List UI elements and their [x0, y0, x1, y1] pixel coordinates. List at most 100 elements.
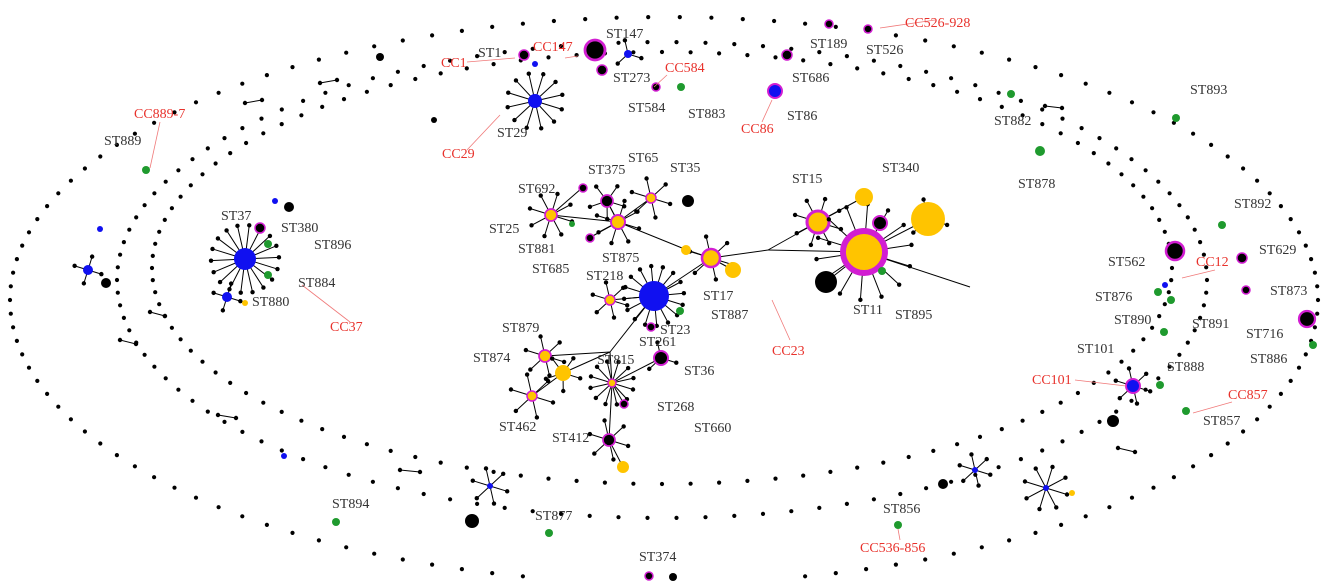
singleton-node — [1151, 110, 1155, 114]
st878-label: ST878 — [1018, 177, 1055, 192]
st1-node — [519, 50, 529, 60]
st685-node — [586, 234, 594, 242]
leaf-node — [886, 208, 890, 212]
leaf-node — [211, 291, 215, 295]
singleton-node — [1313, 271, 1317, 275]
leaf-node — [596, 230, 600, 234]
singleton-node — [45, 392, 49, 396]
singleton-node — [460, 29, 464, 33]
singleton-node — [1169, 278, 1173, 282]
singleton-node — [1059, 523, 1063, 527]
singleton-node — [907, 455, 911, 459]
leaf-node — [647, 367, 651, 371]
st273-label: ST273 — [613, 71, 650, 86]
singleton-node — [952, 44, 956, 48]
singleton-node — [35, 217, 39, 221]
leaf-node — [594, 396, 598, 400]
leaf-node — [634, 209, 638, 213]
st462-label: ST462 — [499, 420, 536, 435]
leaf-node — [588, 205, 592, 209]
leaf-node — [616, 61, 620, 65]
singleton-node — [1097, 136, 1101, 140]
singleton-node — [164, 376, 168, 380]
singleton-node — [1309, 257, 1313, 261]
leaf-node — [630, 190, 634, 194]
leaf-node — [72, 264, 76, 268]
leaf-node — [275, 267, 279, 271]
singleton-node — [1033, 531, 1037, 535]
st375-label: ST375 — [588, 163, 625, 178]
leader-line — [762, 100, 772, 122]
st877-node — [545, 529, 553, 537]
singleton-node — [228, 381, 232, 385]
leaf-node — [680, 303, 684, 307]
black-node — [465, 514, 479, 528]
st37-node — [234, 248, 256, 270]
st412-label: ST412 — [552, 431, 589, 446]
st874-node — [539, 350, 551, 362]
singleton-node — [803, 22, 807, 26]
singleton-node — [342, 97, 346, 101]
st896-node — [264, 240, 272, 248]
singleton-node — [546, 477, 550, 481]
leaf-node — [1065, 492, 1069, 496]
singleton-node — [1315, 284, 1319, 288]
leaf-node — [221, 308, 225, 312]
leaf-node — [239, 291, 243, 295]
singleton-node — [689, 482, 693, 486]
singleton-node — [1119, 172, 1123, 176]
pair-node — [118, 338, 122, 342]
singleton-node — [834, 571, 838, 575]
st1-label: ST1 — [478, 46, 501, 61]
blue-hub-node — [83, 265, 93, 275]
singleton-node — [98, 441, 102, 445]
singleton-node — [717, 481, 721, 485]
singleton-node — [240, 126, 244, 130]
singleton-node — [898, 492, 902, 496]
leaf-node — [277, 255, 281, 259]
singleton-node — [347, 83, 351, 87]
leader-line — [654, 75, 667, 87]
st856-label: ST856 — [883, 502, 920, 517]
yellow-node — [617, 461, 629, 473]
leaf-node — [509, 387, 513, 391]
singleton-node — [490, 25, 494, 29]
singleton-node — [1209, 453, 1213, 457]
st876-label: ST876 — [1095, 290, 1132, 305]
leaf-node — [578, 376, 582, 380]
singleton-node — [301, 99, 305, 103]
singleton-node — [320, 427, 324, 431]
singleton-node — [732, 514, 736, 518]
singleton-node — [772, 19, 776, 23]
leaf-node — [235, 224, 239, 228]
leaf-node — [805, 199, 809, 203]
leaf-node — [625, 308, 629, 312]
singleton-node — [1163, 302, 1167, 306]
leaf-node — [837, 209, 841, 213]
leaf-node — [1144, 372, 1148, 376]
st882-label: ST882 — [994, 114, 1031, 129]
singleton-node — [115, 453, 119, 457]
singleton-node — [365, 90, 369, 94]
singleton-node — [344, 545, 348, 549]
leaf-node — [561, 389, 565, 393]
leaf-node — [725, 241, 729, 245]
pair-node — [418, 470, 422, 474]
singleton-node — [222, 136, 226, 140]
st875-label: ST875 — [602, 251, 639, 266]
blue-hub-node — [972, 467, 978, 473]
black-node — [669, 573, 677, 581]
leaf-node — [274, 244, 278, 248]
singleton-node — [170, 326, 174, 330]
singleton-node — [265, 523, 269, 527]
leaf-node — [90, 254, 94, 258]
singleton-node — [240, 514, 244, 518]
singleton-node — [1255, 417, 1259, 421]
singleton-node — [1255, 179, 1259, 183]
st11-node — [843, 231, 885, 273]
leaf-node — [644, 176, 648, 180]
leaf-node — [227, 287, 231, 291]
st881-label: ST881 — [518, 242, 555, 257]
singleton-node — [413, 77, 417, 81]
singleton-node — [122, 240, 126, 244]
